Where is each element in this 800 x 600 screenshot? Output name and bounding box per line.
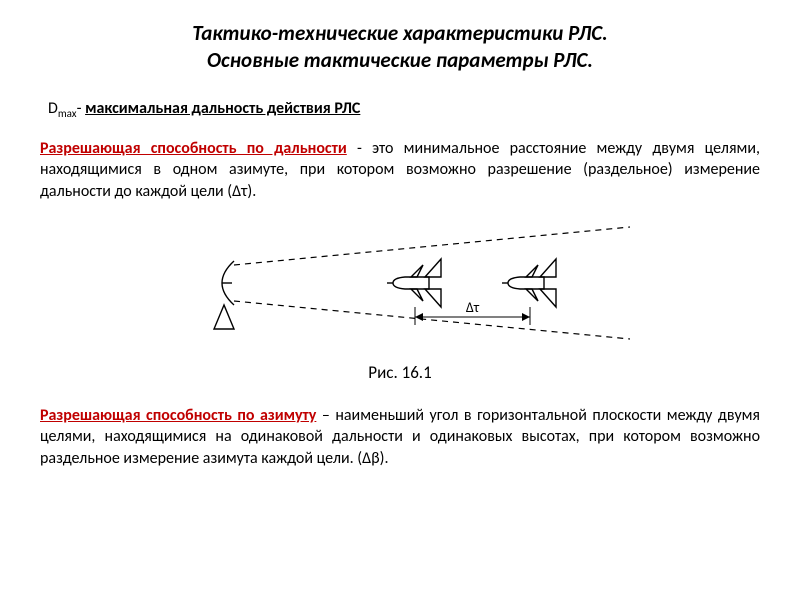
azimuth-resolution-term: Разрешающая способность по азимуту: [40, 406, 316, 425]
dmax-symbol: D: [48, 99, 58, 118]
range-resolution-term: Разрешающая способность по дальности: [40, 139, 347, 158]
dmax-definition: Dmax- максимальная дальность действия РЛ…: [48, 99, 760, 120]
title-line-1: Тактико-технические характеристики РЛС.: [40, 20, 760, 47]
azimuth-resolution-paragraph: Разрешающая способность по азимуту – наи…: [40, 405, 760, 470]
svg-text:Δτ: Δτ: [466, 299, 480, 316]
dmax-label: максимальная дальность действия РЛС: [85, 99, 360, 118]
dmax-sep: -: [77, 99, 86, 118]
radar-diagram-svg: Δτ: [160, 213, 640, 353]
title-block: Тактико-технические характеристики РЛС. …: [40, 20, 760, 75]
figure-16-1: Δτ: [40, 213, 760, 358]
figure-caption: Рис. 16.1: [40, 362, 760, 383]
title-line-2: Основные тактические параметры РЛС.: [40, 47, 760, 74]
range-resolution-paragraph: Разрешающая способность по дальности - э…: [40, 138, 760, 203]
dmax-subscript: max: [58, 107, 77, 120]
